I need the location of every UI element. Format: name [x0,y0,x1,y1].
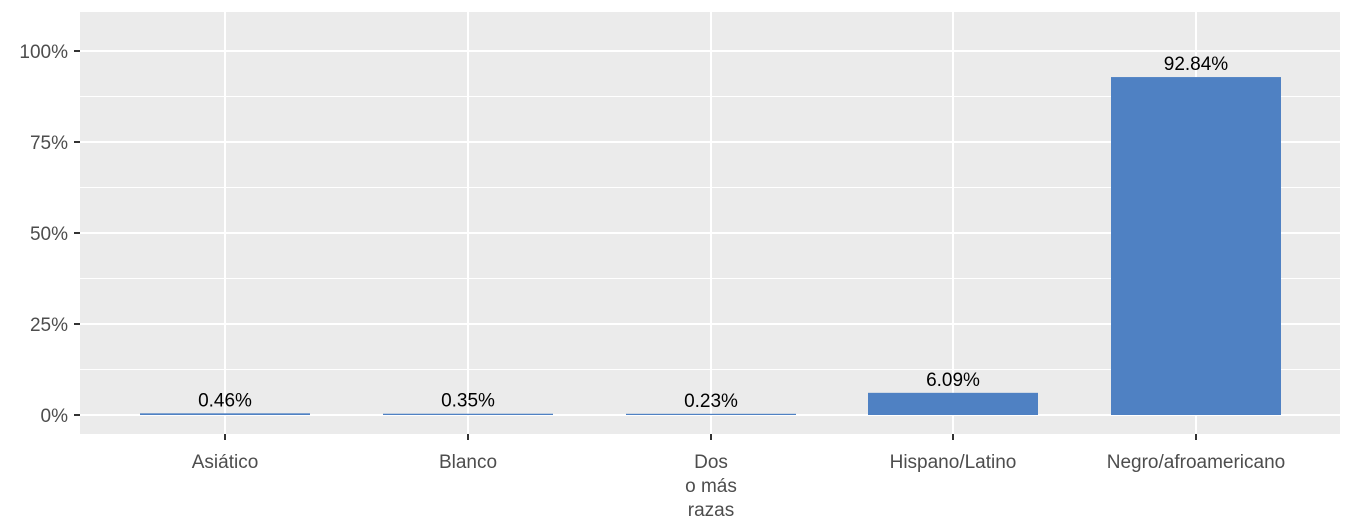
y-tick-label: 50% [30,224,68,245]
y-tick-label: 75% [30,133,68,154]
data-label: 0.46% [198,390,252,411]
x-tick-label-line: Asiático [192,452,259,473]
y-axis: 0% 25% 50% 75% 100% [19,42,80,427]
x-tick-label-line: Blanco [439,452,497,473]
x-axis: Asiático Blanco Dos o más razas Hispano/Latin… [192,434,1285,521]
y-tick-label: 100% [19,42,68,63]
data-label: 92.84% [1164,54,1229,75]
x-tick-label-line: Dos [694,452,728,473]
x-tick-label: Hispano/Latino [890,452,1017,473]
bar [868,392,1038,415]
bars [140,77,1281,415]
x-tick-label: Negro/afroamericano [1107,452,1285,473]
data-labels: 0.46% 0.35% 0.23% 6.09% 92.84% [198,54,1228,412]
bar [1111,77,1281,415]
x-tick-label: Asiático [192,452,259,473]
data-label: 6.09% [926,370,980,391]
y-tick-label: 25% [30,315,68,336]
x-tick-label-line: Negro/afroamericano [1107,452,1285,473]
x-tick-label: Dos o más razas [685,452,737,521]
x-tick-label-line: o más [685,476,737,497]
x-tick-label-line: Hispano/Latino [890,452,1017,473]
data-label: 0.35% [441,391,495,412]
y-tick-label: 0% [41,406,69,427]
x-tick-label-line: razas [688,500,734,521]
x-tick-label: Blanco [439,452,497,473]
bar [140,413,310,415]
bar [626,413,796,415]
data-label: 0.23% [684,391,738,412]
bar [383,413,553,415]
